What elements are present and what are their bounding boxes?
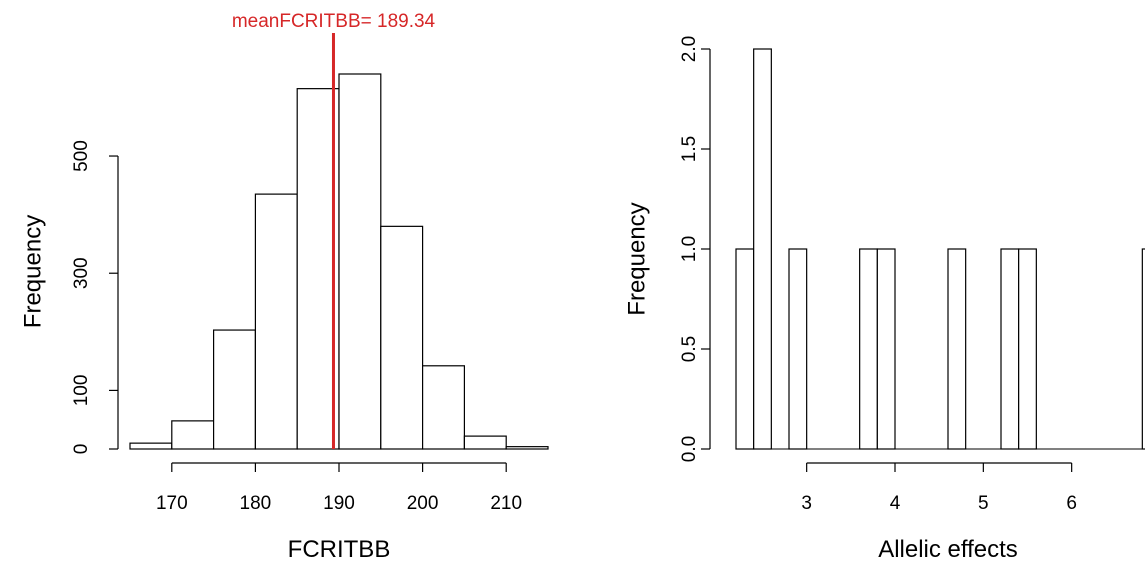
histogram-bar	[171, 420, 215, 450]
x-tick-label: 5	[978, 493, 989, 514]
x-tick-label: 190	[323, 493, 355, 514]
x-tick-label: 170	[156, 493, 188, 514]
histogram-bar	[788, 248, 808, 450]
y-tick-label: 300	[71, 257, 92, 289]
y-axis-title: Frequency	[19, 215, 46, 328]
y-tick-label: 2.0	[679, 36, 700, 62]
histogram-bar	[735, 248, 755, 450]
x-tick-label: 200	[407, 493, 439, 514]
y-tick-label: 100	[71, 375, 92, 407]
histogram-bar	[1141, 248, 1145, 450]
y-tick-label: 0	[71, 444, 92, 455]
y-tick-label: 1.5	[679, 136, 700, 162]
x-tick-label: 4	[890, 493, 901, 514]
x-tick-label: 3	[801, 493, 812, 514]
histogram-bar	[947, 248, 967, 450]
histogram-bar	[380, 225, 424, 450]
y-tick-label: 1.0	[679, 236, 700, 262]
x-axis-title: FCRITBB	[288, 536, 391, 563]
x-tick-label: 180	[240, 493, 272, 514]
histogram-bar	[859, 248, 878, 450]
histogram-bar	[213, 329, 257, 450]
x-tick-label: 210	[490, 493, 522, 514]
mean-line-label: meanFCRITBB= 189.34	[232, 11, 436, 32]
histogram-bar	[753, 48, 772, 450]
histogram-bar	[254, 193, 298, 450]
histogram-bar	[463, 435, 507, 450]
histogram-bar	[422, 365, 466, 450]
x-axis-title: Allelic effects	[878, 536, 1018, 563]
histogram-bar	[338, 73, 382, 450]
histogram-bar	[1000, 248, 1020, 450]
y-tick-label: 0.0	[679, 436, 700, 462]
x-tick-label: 6	[1066, 493, 1077, 514]
histogram-bar	[129, 442, 173, 450]
histogram-bar	[876, 248, 896, 450]
y-axis-title: Frequency	[623, 202, 650, 315]
y-tick-label: 500	[71, 140, 92, 172]
histogram-bar	[1018, 248, 1037, 450]
histogram-bar	[505, 446, 549, 450]
y-tick-label: 0.5	[679, 336, 700, 362]
